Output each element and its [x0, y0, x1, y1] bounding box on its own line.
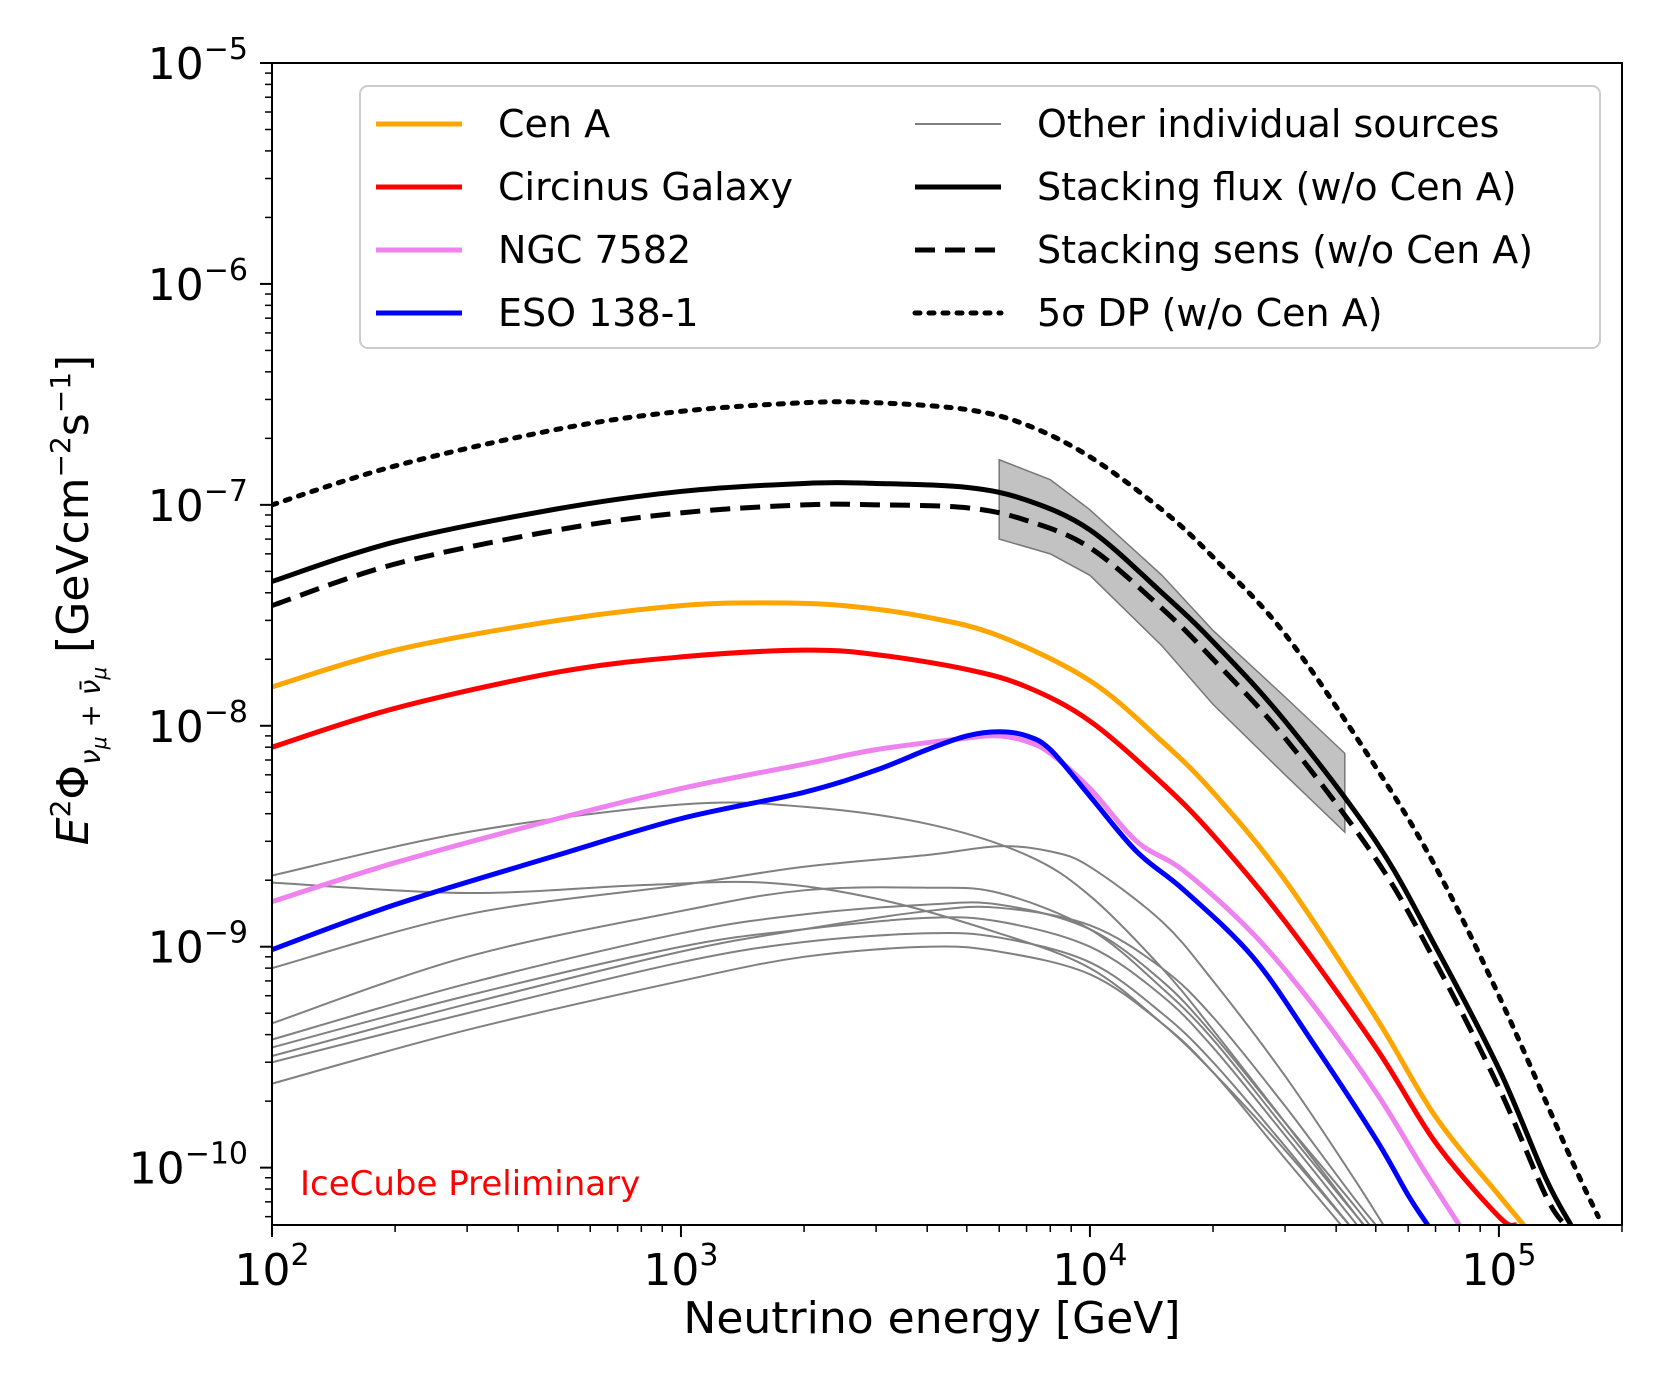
series-layer — [272, 399, 1601, 1225]
series-line-other1 — [272, 801, 1365, 1225]
series-line-other8 — [272, 945, 1343, 1225]
y-label-sub-plus: + — [74, 695, 107, 736]
y-label-sub-mu1: μ — [87, 737, 111, 751]
series-line-cen_a — [272, 600, 1526, 1225]
x-tick-label: 102 — [234, 1238, 309, 1296]
legend: Cen A Circinus Galaxy NGC 7582 ESO 138-1 Oth… — [359, 85, 1601, 349]
legend-label-other: Other individual sources — [1037, 102, 1499, 146]
y-label-sub-mu2: μ — [87, 667, 111, 681]
plot-frame — [271, 62, 1623, 1226]
y-label-units-sup1: −2 — [44, 436, 77, 477]
y-tick-label: 10−8 — [148, 695, 248, 753]
legend-label-ngc7582: NGC 7582 — [498, 228, 691, 272]
series-line-stack_sens — [272, 501, 1567, 1225]
y-tick-label: 10−7 — [148, 474, 248, 532]
y-label-sub-nubar: ν̄ — [74, 680, 107, 696]
y-label-units-close: ] — [48, 355, 99, 372]
series-line-other6 — [272, 916, 1359, 1225]
y-label-units-mid: s — [48, 413, 99, 436]
y-label-units-open: [GeVcm — [48, 477, 99, 666]
series-line-circinus — [272, 647, 1517, 1225]
watermark-text: IceCube Preliminary — [300, 1164, 640, 1204]
x-tick-label: 103 — [643, 1238, 718, 1296]
series-line-ngc7582 — [272, 733, 1462, 1225]
legend-box — [359, 85, 1601, 349]
y-tick-label: 10−9 — [148, 916, 248, 974]
series-line-other2 — [272, 845, 1385, 1225]
stacking-flux-uncertainty — [998, 458, 1346, 834]
y-tick-label: 10−5 — [148, 32, 248, 90]
legend-label-dp5: 5σ DP (w/o Cen A) — [1037, 291, 1383, 335]
series-line-other9 — [272, 905, 1378, 1225]
series-line-stack_flux — [272, 480, 1574, 1225]
legend-label-eso138: ESO 138-1 — [498, 291, 699, 335]
legend-label-circinus: Circinus Galaxy — [498, 165, 793, 209]
legend-label-stack_sens: Stacking sens (w/o Cen A) — [1037, 228, 1533, 272]
series-line-dp5 — [272, 399, 1601, 1220]
legend-label-stack_flux: Stacking flux (w/o Cen A) — [1037, 165, 1517, 209]
y-label-phi: Φ — [48, 765, 99, 800]
y-label-sup: 2 — [44, 800, 77, 818]
y-tick-label: 10−6 — [148, 253, 248, 311]
band-layer — [998, 458, 1346, 834]
series-line-other3 — [272, 886, 1366, 1225]
y-axis-label: E2Φνμ + ν̄μ [GeVcm−2s−1] — [44, 355, 111, 845]
series-line-other7 — [272, 931, 1351, 1225]
y-tick-label: 10−10 — [129, 1137, 248, 1195]
legend-label-cen_a: Cen A — [498, 102, 610, 146]
x-axis-label: Neutrino energy [GeV] — [683, 1293, 1180, 1344]
series-line-eso138 — [272, 729, 1430, 1225]
y-label-e: E — [48, 817, 99, 845]
x-tick-label: 104 — [1052, 1238, 1127, 1296]
y-label-sub-nu: ν — [74, 749, 107, 765]
series-line-other4 — [272, 880, 1351, 1225]
x-tick-label: 105 — [1461, 1238, 1536, 1296]
y-label-units-sup2: −1 — [44, 372, 77, 413]
axes-layer: 102 103 104 105 10−5 10−6 10−7 10−8 10−9 10−10 — [129, 32, 1623, 1296]
series-line-other5 — [272, 901, 1371, 1225]
